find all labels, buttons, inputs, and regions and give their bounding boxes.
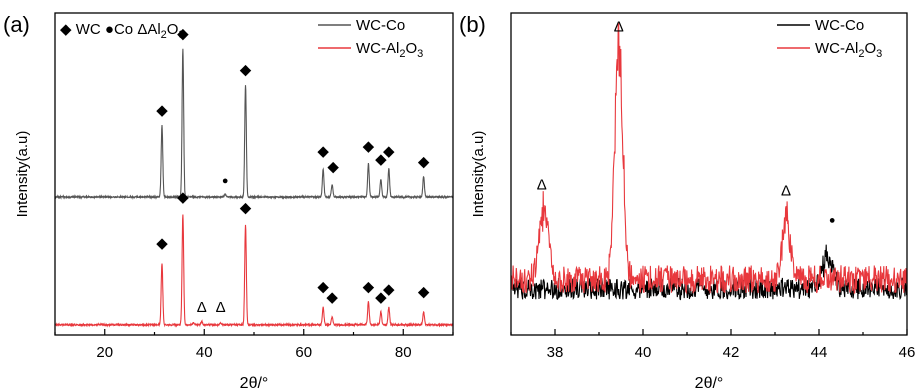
panel-label: (b): [459, 12, 486, 37]
x-tick-label: 80: [395, 344, 412, 361]
series-line-wc-co: [55, 48, 453, 200]
al2o3-peak-marker: Δ: [197, 299, 207, 316]
co-marker-label: Co: [114, 21, 133, 38]
al2o3-peak-marker: Δ: [614, 19, 624, 36]
wc-peak-marker: ◆: [177, 26, 189, 43]
y-axis-label: Intensity(a.u): [470, 131, 487, 218]
y-axis-label: Intensity(a.u): [14, 131, 31, 218]
legend-label: WC-Al: [356, 40, 399, 57]
wc-peak-marker: ◆: [317, 279, 329, 296]
wc-peak-marker: ◆: [156, 102, 168, 119]
x-tick-label: 42: [723, 344, 740, 361]
co-peak-marker: ●: [222, 175, 229, 187]
wc-peak-marker: ◆: [383, 143, 395, 160]
wc-peak-marker: ◆: [363, 279, 375, 296]
legend-subscript: 2: [858, 48, 864, 60]
al2o3-marker-label: ΔAl: [137, 21, 160, 38]
x-tick-label: 60: [295, 344, 312, 361]
al2o3-marker-label-part: O: [167, 21, 179, 38]
wc-peak-marker: ◆: [156, 235, 168, 252]
wc-peak-marker: ◆: [363, 138, 375, 155]
wc-peak-marker: ◆: [418, 284, 430, 301]
wc-peak-marker: ◆: [240, 199, 252, 216]
legend-subscript: 3: [876, 48, 882, 60]
co-marker-symbol: ●: [105, 21, 114, 38]
al2o3-peak-marker: Δ: [781, 183, 791, 200]
x-tick-label: 46: [899, 344, 916, 361]
x-tick-label: 44: [811, 344, 828, 361]
subscript: 2: [161, 29, 167, 41]
wc-peak-marker: ◆: [326, 289, 338, 306]
panel-b: 38 40 42 44 46 2θ/° Intensity(a.u) (b) WC-Co WC-A…: [459, 12, 915, 391]
wc-peak-marker: ◆: [383, 281, 395, 298]
x-axis-label: 2θ/°: [240, 375, 269, 391]
wc-peak-marker: ◆: [177, 189, 189, 206]
x-tick-label: 38: [547, 344, 564, 361]
wc-peak-marker: ◆: [375, 151, 387, 168]
x-tick-label: 20: [96, 344, 113, 361]
series-line-wc-al2o3: [511, 22, 907, 295]
wc-marker-symbol: ◆: [60, 21, 72, 38]
legend-entry: WC-Co: [815, 17, 864, 34]
wc-peak-marker: ◆: [327, 158, 339, 175]
wc-marker-label: WC: [76, 21, 101, 38]
x-axis-label: 2θ/°: [695, 375, 724, 391]
co-peak-marker: ●: [829, 215, 836, 227]
wc-peak-marker: ◆: [240, 61, 252, 78]
panel-label: (a): [3, 12, 30, 37]
al2o3-peak-marker: Δ: [537, 176, 547, 193]
legend-entry: WC-Al2O3: [356, 40, 423, 60]
legend-label-part: O: [405, 40, 417, 57]
series-line-wc-al2o3: [55, 214, 453, 328]
series-line-wc-co: [511, 244, 907, 301]
wc-peak-marker: ◆: [317, 143, 329, 160]
wc-peak-marker: ◆: [375, 289, 387, 306]
plot-frame: [510, 12, 908, 336]
phase-marker-legend: ◆ WC ●Co ΔAl2O3: [60, 21, 185, 41]
legend-entry: WC-Al2O3: [815, 40, 882, 60]
x-tick-label: 40: [196, 344, 213, 361]
legend-label-part: O: [864, 40, 876, 57]
al2o3-peak-marker: Δ: [216, 299, 226, 316]
wc-peak-marker: ◆: [418, 153, 430, 170]
subscript: 3: [178, 29, 184, 41]
legend-subscript: 3: [417, 48, 423, 60]
x-tick-label: 40: [635, 344, 652, 361]
legend-entry: WC-Co: [356, 17, 405, 34]
legend-label: WC-Al: [815, 40, 858, 57]
legend-subscript: 2: [399, 48, 405, 60]
